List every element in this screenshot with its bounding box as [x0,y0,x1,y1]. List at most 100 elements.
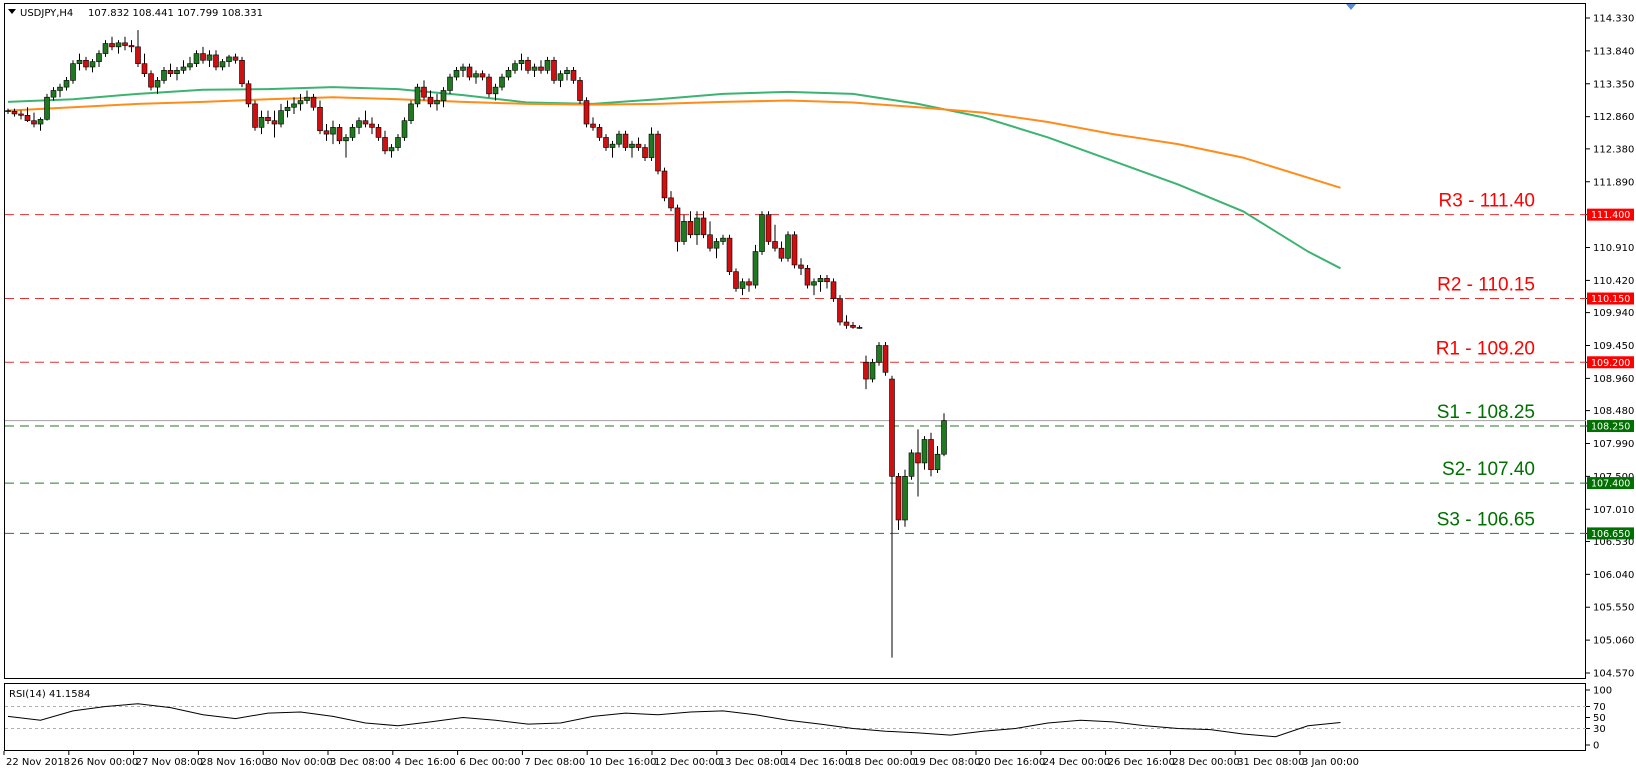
candle [479,70,486,81]
candle [135,30,141,67]
level-badge-text: 110.150 [1591,294,1630,305]
candle [388,144,395,158]
candle [226,54,232,67]
candle [785,231,791,262]
x-tick-label: 30 Nov 00:00 [265,757,332,768]
candle [830,278,837,302]
candle [843,315,850,329]
candle [869,358,876,383]
candle [824,275,830,289]
candle [876,342,882,366]
candle [941,413,947,457]
candle [310,93,317,111]
y-tick-label: 108.480 [1593,406,1634,417]
candle [18,110,24,120]
candle [499,73,505,91]
y-tick-label: 113.350 [1593,79,1634,90]
y-tick-label: 107.010 [1593,505,1634,516]
candle [466,63,473,81]
candle [330,120,336,145]
candle [798,258,804,276]
candle [434,93,440,111]
candle [37,117,44,131]
x-tick-label: 7 Dec 08:00 [524,757,585,768]
x-tick-label: 20 Dec 16:00 [978,757,1045,768]
candle [258,110,265,135]
ma-orange-line [7,96,1341,189]
candle [408,100,414,125]
candle [850,322,856,329]
candle [921,436,928,470]
candle [739,278,746,296]
candle [11,108,18,117]
candle [109,36,115,51]
candle [596,124,603,141]
candle [551,56,557,84]
rsi-tick-label: 100 [1593,686,1612,697]
candle [122,36,128,51]
candle [505,66,512,81]
rsi-panel [4,683,1586,751]
candle [31,112,37,128]
y-tick-label: 110.420 [1593,276,1634,287]
candle [343,134,349,158]
candle [362,110,369,128]
candle [863,355,869,390]
level-badge [1587,208,1634,221]
candle [752,244,759,289]
candle [427,90,434,108]
x-tick-label: 13 Dec 08:00 [719,757,786,768]
candle [323,124,330,141]
candle [681,214,687,245]
candle [486,73,492,98]
candle [902,469,908,527]
shift-marker-icon[interactable] [1346,4,1356,10]
x-tick-label: 4 Dec 16:00 [395,757,456,768]
y-tick-label: 104.570 [1593,669,1634,680]
x-tick-label: 18 Dec 00:00 [848,757,915,768]
candle [726,234,733,276]
candle [648,127,655,161]
x-tick-label: 6 Dec 00:00 [460,757,521,768]
candle [102,40,109,57]
candle [674,204,681,252]
level-badge-text: 107.400 [1591,479,1630,490]
candle [908,449,915,480]
ma-green-line [7,86,1341,270]
level-badge [1587,420,1634,433]
candle [453,66,460,81]
level-badge-text: 109.200 [1591,358,1630,369]
candle [200,46,206,64]
candle [837,295,843,326]
x-tick-label: 31 Dec 08:00 [1237,757,1304,768]
candle [206,50,213,67]
candle [414,83,421,108]
candle [720,234,726,245]
candle [401,117,408,141]
y-tick-label: 109.940 [1593,308,1634,319]
rsi-tick-label: 50 [1593,713,1606,724]
candle [577,77,583,104]
candle [817,275,824,292]
candle [856,325,863,329]
level-badge [1587,356,1634,369]
x-tick-label: 27 Nov 08:00 [136,757,203,768]
x-tick-label: 26 Dec 16:00 [1108,757,1175,768]
candle [317,100,323,135]
candle [291,97,297,114]
collapse-arrow-icon[interactable] [8,9,16,14]
candle [96,50,102,67]
candle [180,60,187,74]
level-badge-text: 106.650 [1591,529,1630,540]
candle [609,140,616,158]
candle [297,93,304,111]
candle [115,40,122,54]
level-badge [1587,477,1634,490]
candle [460,63,466,78]
candle [245,80,252,108]
candle [265,110,271,125]
candle [57,83,63,98]
level-label: S2- 107.40 [1442,459,1535,480]
candle [895,473,902,531]
